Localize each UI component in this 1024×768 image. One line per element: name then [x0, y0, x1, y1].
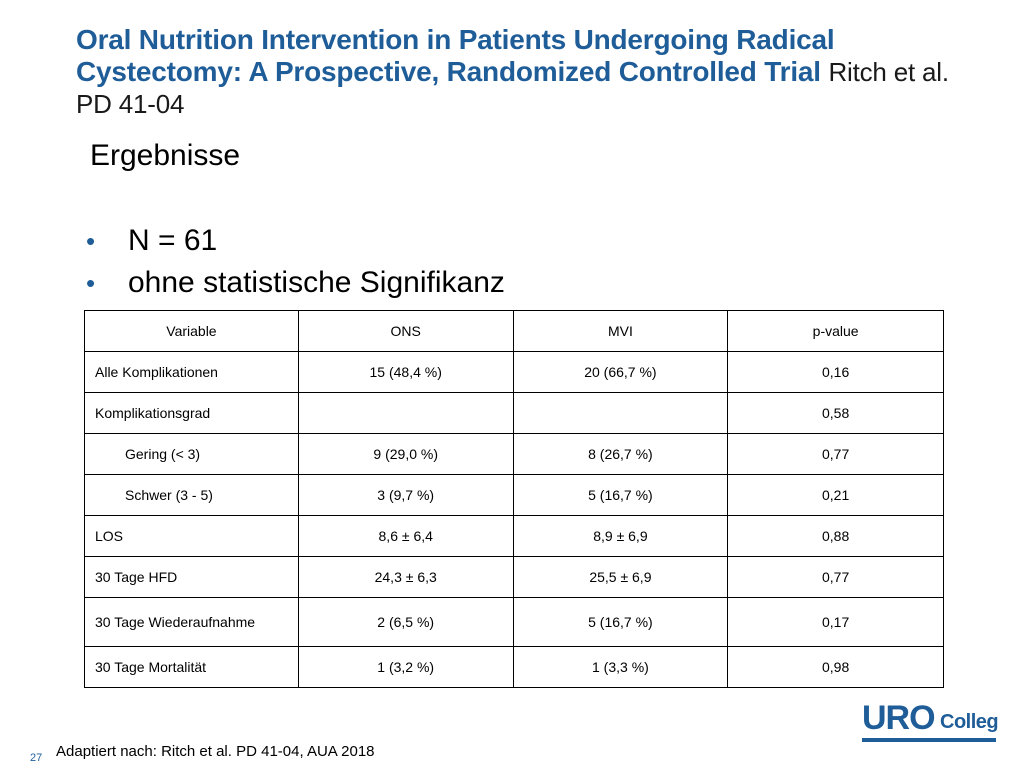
logo-underline: [862, 738, 996, 742]
ons-cell: 9 (29,0 %): [297, 433, 514, 475]
mvi-cell: 8,9 ± 6,9: [512, 515, 729, 557]
ons-cell: 8,6 ± 6,4: [297, 515, 514, 557]
table-row: Komplikationsgrad 0,58: [84, 392, 944, 434]
bullet-icon: •: [86, 226, 96, 256]
p-value-cell: 0,88: [727, 515, 944, 557]
mvi-cell: 1 (3,3 %): [512, 646, 729, 688]
page-number: 27: [30, 752, 43, 764]
table-row: LOS 8,6 ± 6,4 8,9 ± 6,9 0,88: [84, 515, 944, 557]
p-value-cell: 0,21: [727, 474, 944, 516]
slide-title: Oral Nutrition Intervention in Patients …: [76, 24, 976, 120]
ons-cell: [297, 392, 514, 434]
urocolleg-logo: URO Colleg: [862, 699, 999, 746]
ons-cell: 24,3 ± 6,3: [297, 556, 514, 598]
bullet-text: ohne statistische Signifikanz: [128, 266, 505, 299]
table-row: 30 Tage HFD 24,3 ± 6,3 25,5 ± 6,9 0,77: [84, 556, 944, 598]
header-cell: ONS: [297, 310, 514, 352]
table-row: Schwer (3 - 5) 3 (9,7 %) 5 (16,7 %) 0,21: [84, 474, 944, 516]
mvi-cell: 8 (26,7 %): [512, 433, 729, 475]
logo-uro-text: URO: [862, 699, 936, 737]
table-row: 30 Tage Wiederaufnahme 2 (6,5 %) 5 (16,7…: [84, 597, 944, 647]
ons-cell: 3 (9,7 %): [297, 474, 514, 516]
header-cell: MVI: [512, 310, 729, 352]
bullet-text: N = 61: [128, 224, 218, 257]
ons-cell: 1 (3,2 %): [297, 646, 514, 688]
p-value-cell: 0,77: [727, 556, 944, 598]
bullet-item: • N = 61: [86, 220, 505, 262]
bullet-icon: •: [86, 268, 96, 298]
mvi-cell: 20 (66,7 %): [512, 351, 729, 393]
p-value-cell: 0,16: [727, 351, 944, 393]
bullet-list: • N = 61 • ohne statistische Signifikanz: [86, 220, 505, 304]
p-value-cell: 0,58: [727, 392, 944, 434]
mvi-cell: [512, 392, 729, 434]
title-main: Oral Nutrition Intervention in Patients …: [76, 24, 835, 87]
variable-cell: 30 Tage HFD: [84, 556, 299, 598]
ons-cell: 2 (6,5 %): [297, 597, 514, 647]
table-row: 30 Tage Mortalität 1 (3,2 %) 1 (3,3 %) 0…: [84, 646, 944, 688]
variable-cell: Gering (< 3): [84, 433, 299, 475]
table-row: Alle Komplikationen 15 (48,4 %) 20 (66,7…: [84, 351, 944, 393]
header-cell: p-value: [727, 310, 944, 352]
mvi-cell: 5 (16,7 %): [512, 474, 729, 516]
variable-cell: 30 Tage Mortalität: [84, 646, 299, 688]
section-heading: Ergebnisse: [90, 139, 241, 172]
header-cell: Variable: [84, 310, 299, 352]
ons-cell: 15 (48,4 %): [297, 351, 514, 393]
p-value-cell: 0,77: [727, 433, 944, 475]
mvi-cell: 5 (16,7 %): [512, 597, 729, 647]
logo-colleg-text: Colleg: [940, 711, 999, 733]
table-row: Gering (< 3) 9 (29,0 %) 8 (26,7 %) 0,77: [84, 433, 944, 475]
variable-cell: Schwer (3 - 5): [84, 474, 299, 516]
results-table: Variable ONS MVI p-value Alle Komplikati…: [84, 310, 944, 688]
p-value-cell: 0,98: [727, 646, 944, 688]
variable-cell: Komplikationsgrad: [84, 392, 299, 434]
p-value-cell: 0,17: [727, 597, 944, 647]
source-footnote: Adaptiert nach: Ritch et al. PD 41-04, A…: [56, 743, 375, 760]
table-header-row: Variable ONS MVI p-value: [84, 310, 944, 352]
title-citation: Ritch et al. PD 41-04: [76, 57, 949, 119]
variable-cell: 30 Tage Wiederaufnahme: [84, 597, 299, 647]
variable-cell: Alle Komplikationen: [84, 351, 299, 393]
mvi-cell: 25,5 ± 6,9: [512, 556, 729, 598]
variable-cell: LOS: [84, 515, 299, 557]
bullet-item: • ohne statistische Signifikanz: [86, 262, 505, 304]
